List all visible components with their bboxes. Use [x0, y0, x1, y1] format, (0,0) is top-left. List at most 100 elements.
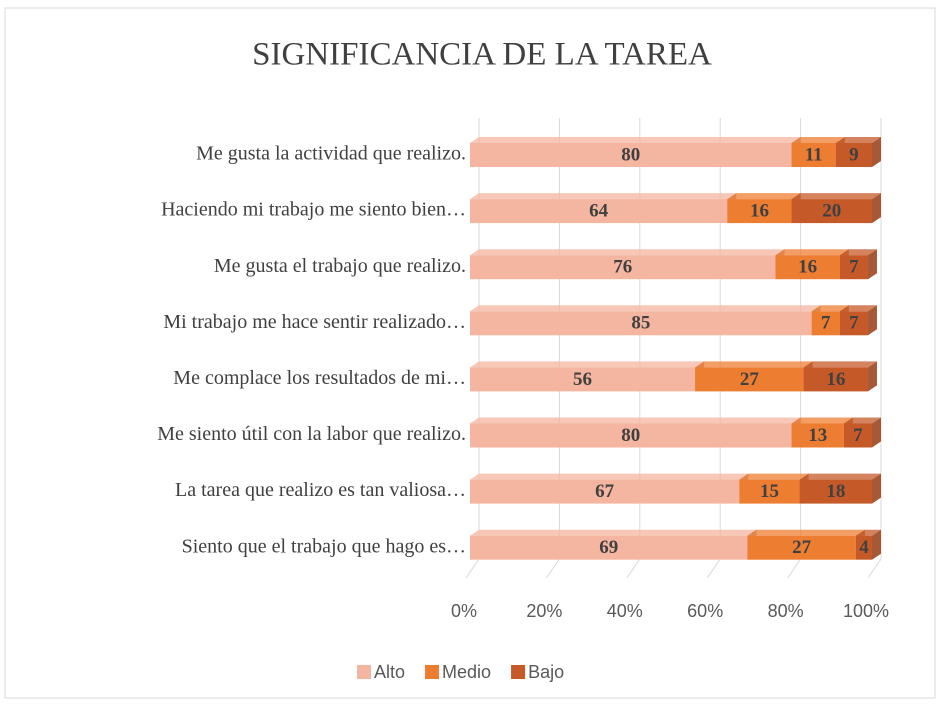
legend-label: Bajo — [528, 662, 564, 682]
bar-face — [872, 529, 881, 560]
data-label: 7 — [849, 313, 859, 334]
bar-segment — [695, 361, 813, 392]
category-label: Mi trabajo me hace sentir realizado… — [163, 311, 466, 333]
data-label: 76 — [613, 257, 632, 278]
data-label: 7 — [853, 425, 863, 446]
category-label: La tarea que realizo es tan valiosa… — [175, 479, 466, 501]
bar-face — [739, 479, 800, 504]
data-label: 11 — [805, 144, 823, 165]
x-tick-label: 100% — [843, 601, 889, 621]
data-label: 20 — [822, 200, 841, 221]
bar-segment — [470, 193, 737, 224]
chart-title: SIGNIFICANCIA DE LA TAREA — [252, 37, 712, 73]
category-label: Me gusta el trabajo que realizo. — [214, 255, 466, 277]
bar-face — [839, 249, 877, 256]
bar-face — [791, 193, 881, 200]
bar-face — [470, 535, 748, 560]
bar-face — [470, 367, 696, 392]
legend-swatch — [425, 665, 440, 679]
legend-label: Medio — [442, 662, 491, 682]
x-tick-label: 80% — [768, 601, 804, 621]
bar-face — [855, 529, 881, 536]
bar-face — [799, 473, 881, 480]
bar-face — [839, 255, 868, 280]
bar-face — [872, 417, 881, 448]
data-label: 56 — [573, 369, 592, 390]
bar-segment — [835, 137, 881, 167]
bar-face — [470, 249, 785, 256]
bar-face — [727, 199, 792, 224]
bar-segment — [470, 137, 801, 167]
bar-face — [867, 305, 877, 336]
bar-face — [695, 361, 813, 368]
bar-segment — [791, 137, 845, 167]
bar-face — [775, 255, 840, 280]
bar-segment — [843, 417, 881, 448]
bar-face — [470, 193, 737, 200]
bar-face — [727, 193, 801, 200]
bar-face — [470, 143, 792, 167]
bar-face — [791, 423, 844, 448]
bar-face — [747, 535, 856, 560]
bar-face — [791, 417, 853, 424]
bar-face — [811, 305, 849, 312]
bar-segment — [855, 529, 881, 560]
x-tick-label: 60% — [687, 601, 723, 621]
bar-face — [470, 311, 812, 336]
data-label: 69 — [599, 537, 618, 558]
data-label: 27 — [792, 537, 812, 558]
bar-face — [843, 423, 872, 448]
data-label: 9 — [849, 144, 859, 165]
bar-face — [747, 529, 865, 536]
bar-face — [470, 255, 776, 280]
bar-face — [839, 311, 868, 336]
bar-face — [791, 143, 836, 167]
bar-face — [470, 479, 740, 504]
bar-face — [470, 305, 821, 312]
bar-face — [835, 143, 872, 167]
data-label: 7 — [849, 257, 859, 278]
bar-segment — [839, 249, 877, 280]
bar-segment — [803, 361, 877, 392]
data-label: 16 — [750, 200, 769, 221]
bar-segment — [799, 473, 881, 504]
category-label: Me complace los resultados de mi… — [173, 367, 466, 389]
bar-face — [470, 473, 749, 480]
bar-face — [867, 249, 877, 280]
chart-frame — [4, 7, 936, 699]
data-label: 15 — [760, 481, 779, 502]
bar-face — [695, 367, 804, 392]
bar-face — [872, 137, 881, 167]
x-tick-label: 20% — [526, 601, 562, 621]
data-label: 18 — [826, 481, 845, 502]
data-label: 13 — [808, 425, 827, 446]
data-label: 16 — [798, 257, 817, 278]
legend-swatch — [511, 665, 526, 679]
category-label: Me siento útil con la labor que realizo. — [157, 423, 466, 445]
bar-face — [799, 479, 872, 504]
bar-face — [791, 137, 845, 143]
bar-face — [791, 199, 872, 224]
legend-label: Alto — [374, 662, 405, 682]
bar-segment — [791, 193, 881, 224]
data-label: 16 — [826, 369, 845, 390]
data-label: 80 — [621, 425, 640, 446]
data-label: 80 — [621, 144, 640, 165]
data-label: 85 — [631, 313, 650, 334]
bar-face — [867, 361, 877, 392]
x-tick-label: 0% — [451, 601, 477, 621]
data-label: 27 — [740, 369, 760, 390]
bar-face — [803, 367, 868, 392]
bar-segment — [470, 305, 821, 336]
bar-face — [470, 417, 801, 424]
bar-face — [739, 473, 809, 480]
bar-face — [470, 423, 792, 448]
data-label: 64 — [589, 200, 609, 221]
bar-face — [839, 305, 877, 312]
data-label: 4 — [859, 537, 869, 558]
bar-face — [470, 199, 728, 224]
bar-segment — [839, 305, 877, 336]
bar-face — [470, 529, 757, 536]
legend-swatch — [357, 665, 371, 679]
